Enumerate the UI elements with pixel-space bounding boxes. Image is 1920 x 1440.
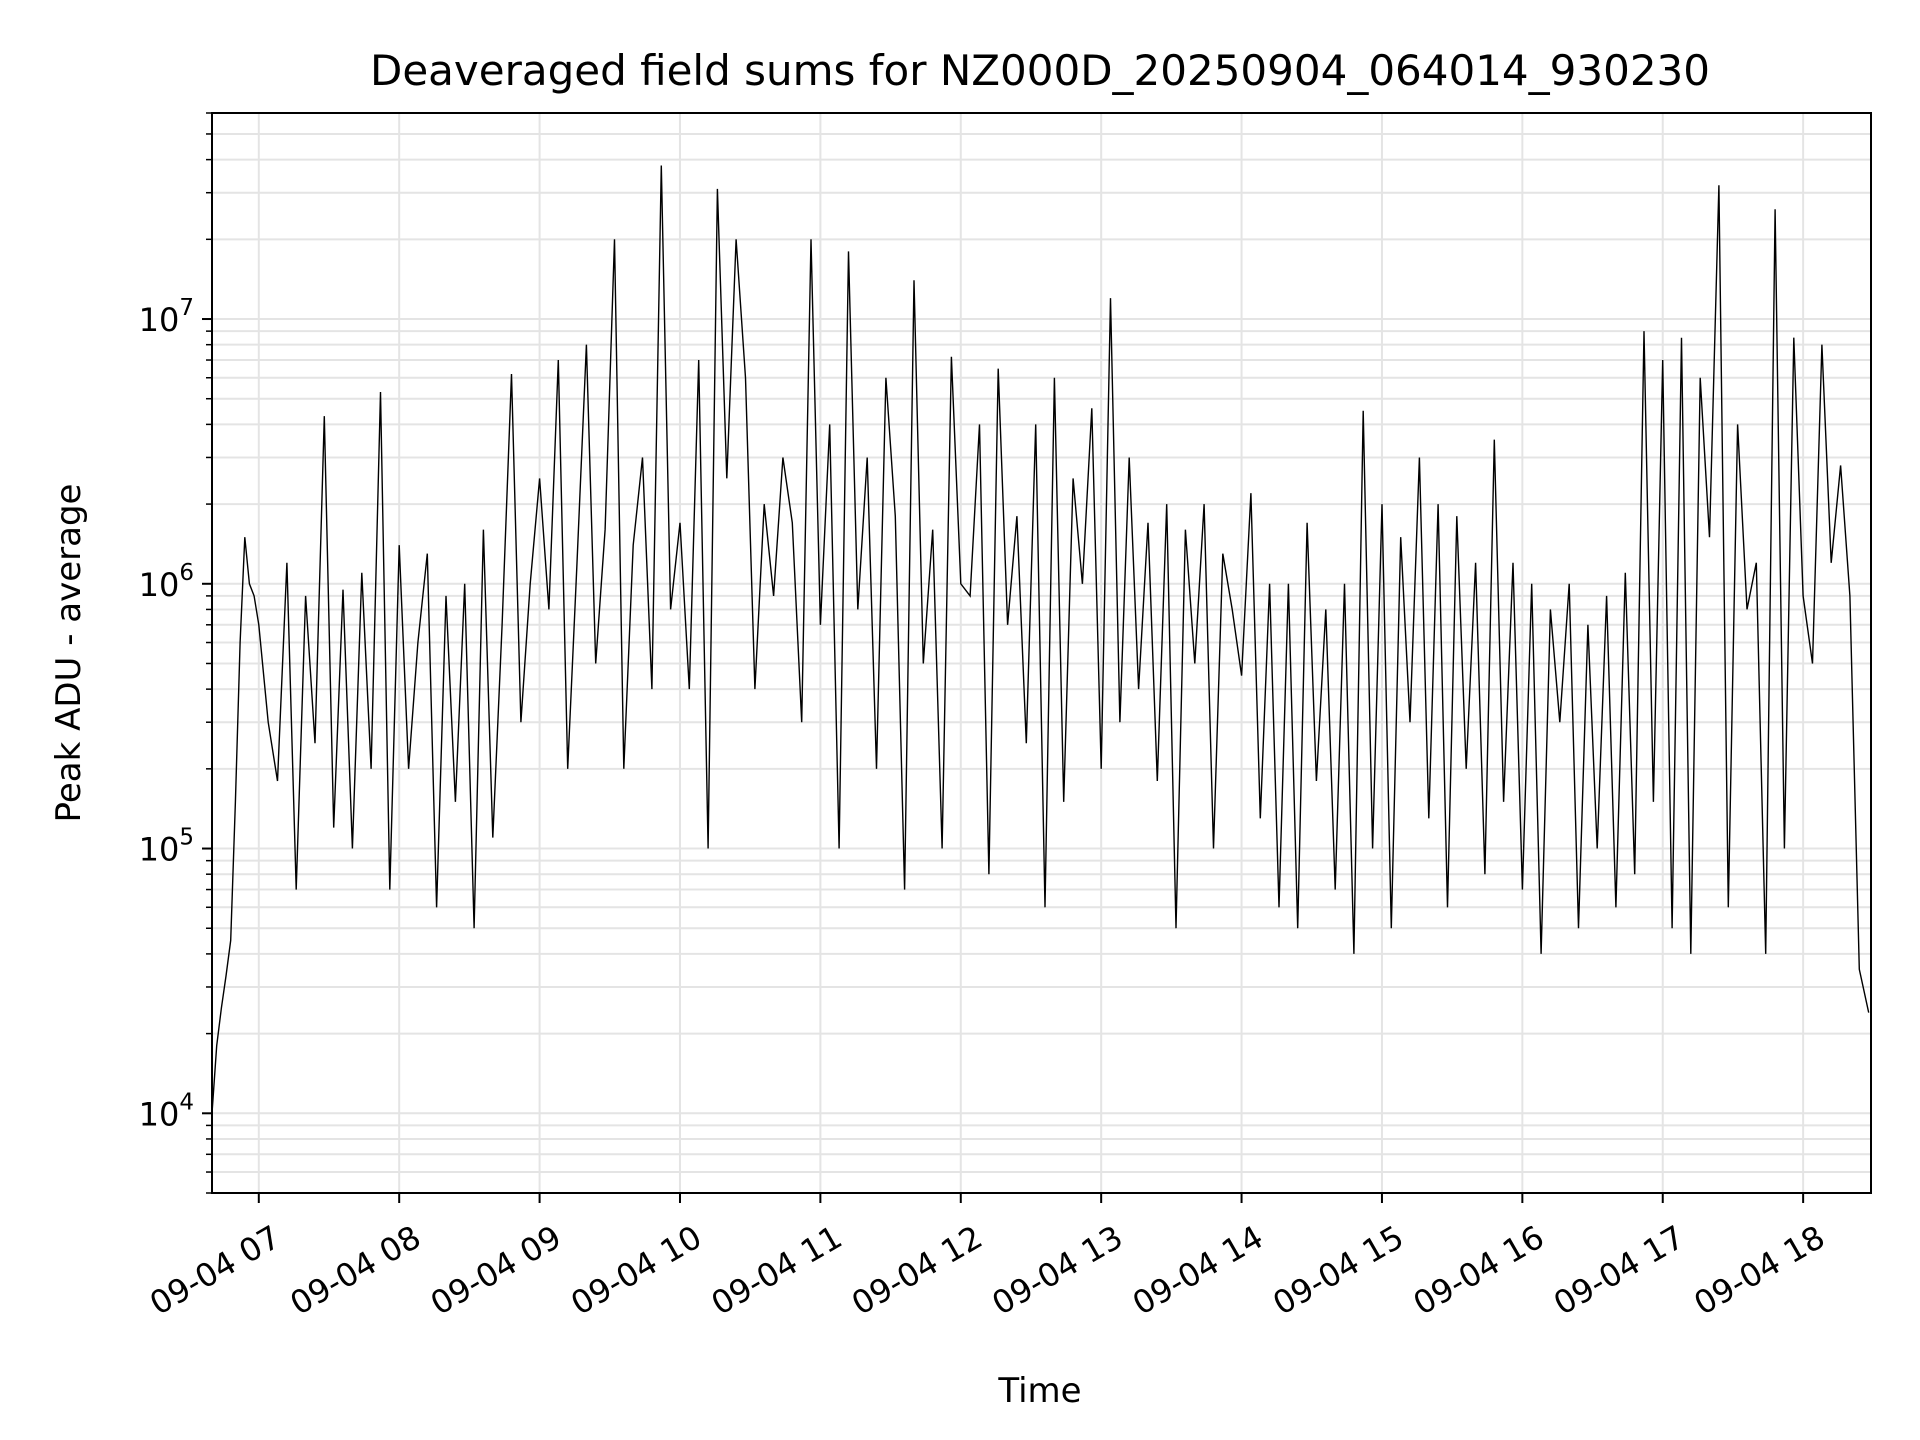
y-axis-label: Peak ADU - average (49, 484, 89, 823)
x-axis-label: Time (997, 1371, 1081, 1411)
y-tick-base: 10 (139, 301, 180, 339)
y-tick-label: 105 (139, 825, 194, 869)
series-line (211, 165, 1870, 1114)
y-tick-label: 104 (139, 1089, 194, 1133)
y-tick-exponent: 5 (179, 825, 194, 851)
y-tick-base: 10 (139, 566, 180, 604)
y-tick-exponent: 6 (179, 560, 194, 586)
y-tick-base: 10 (139, 1095, 180, 1133)
plot-frame (211, 112, 1872, 1194)
y-tick-label: 107 (139, 295, 194, 339)
y-tick-base: 10 (139, 831, 180, 869)
grid (212, 112, 1871, 1194)
y-tick-label: 106 (139, 560, 194, 604)
y-tick-exponent: 4 (179, 1089, 194, 1115)
series-layer (211, 165, 1870, 1114)
chart-title: Deaveraged field sums for NZ000D_2025090… (370, 46, 1710, 95)
y-tick-exponent: 7 (179, 295, 194, 321)
